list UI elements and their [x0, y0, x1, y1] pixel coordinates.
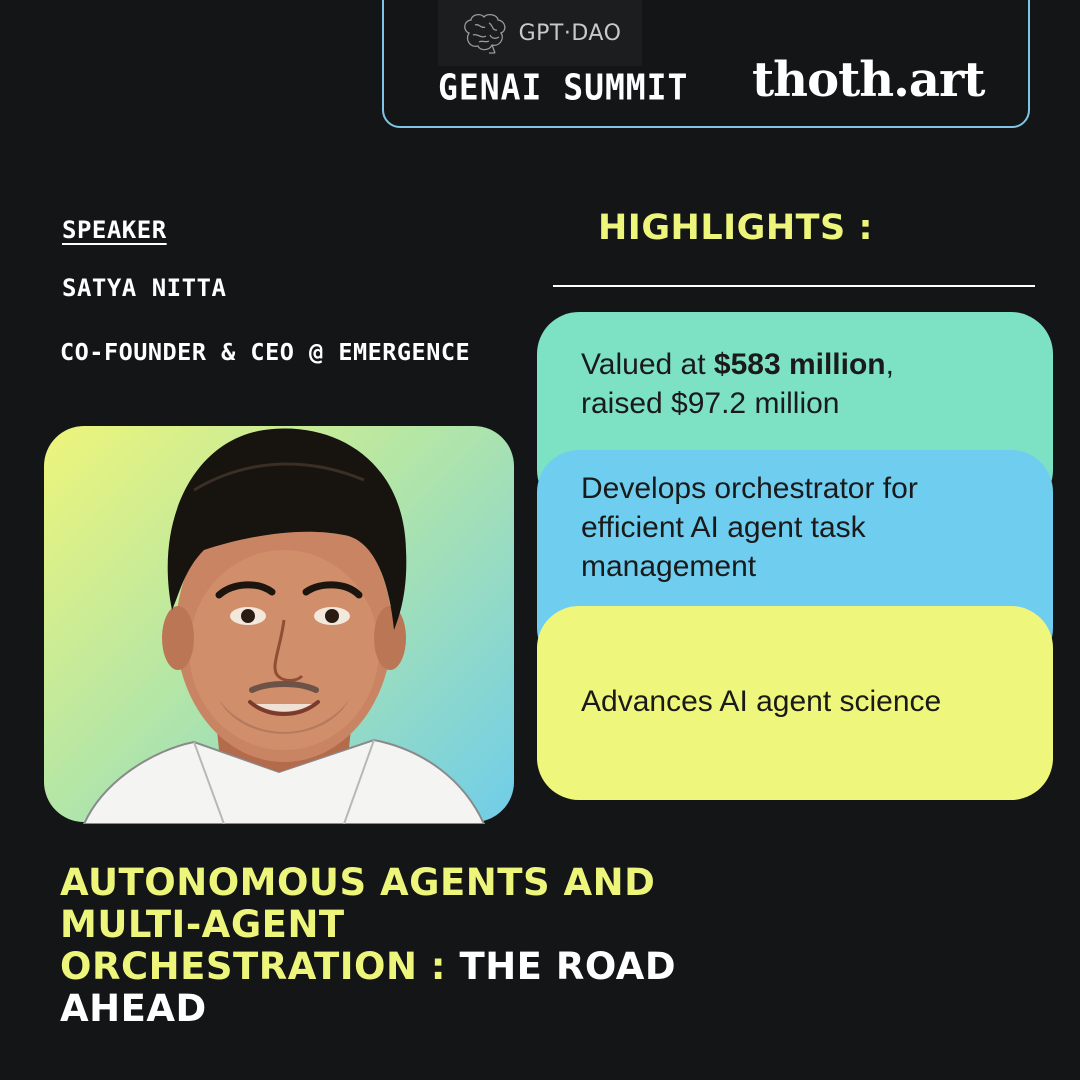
brain-icon	[463, 13, 506, 54]
gpt-dao-logo: GPT·DAO	[438, 0, 642, 66]
talk-title-highlight: AUTONOMOUS AGENTS AND MULTI-AGENT ORCHES…	[60, 861, 656, 988]
highlight-card-science: Advances AI agent science	[537, 606, 1053, 800]
science-text: Advances AI agent science	[581, 685, 942, 718]
talk-title-rest: THE ROAD AHEAD	[60, 945, 677, 1030]
logo-text: GPT·DAO	[518, 20, 622, 46]
speaker-label: SPEAKER	[62, 216, 167, 244]
highlights-divider	[553, 285, 1035, 287]
highlights-title: HIGHLIGHTS :	[598, 208, 873, 248]
speaker-role: CO-FOUNDER & CEO @ EMERGENCE	[60, 338, 471, 366]
valuation-suffix: ,	[885, 348, 894, 381]
talk-title: AUTONOMOUS AGENTS AND MULTI-AGENT ORCHES…	[60, 862, 680, 1030]
funding-raised: raised $97.2 million	[581, 387, 840, 420]
orchestrator-text: Develops orchestrator for efficient AI a…	[581, 472, 918, 583]
summit-title: GENAI SUMMIT	[438, 66, 689, 109]
speaker-portrait	[82, 428, 486, 824]
speaker-name: SATYA NITTA	[62, 274, 227, 302]
brand-name: thoth.art	[752, 52, 985, 108]
header-frame	[382, 0, 1030, 128]
valuation-amount: $583 million	[713, 348, 886, 381]
valuation-prefix: Valued at	[581, 348, 714, 381]
